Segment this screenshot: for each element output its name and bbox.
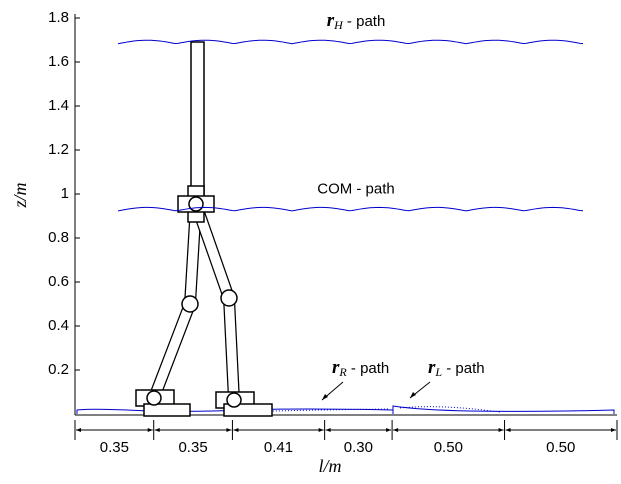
step-label: 0.50 (546, 439, 575, 456)
right-foot-path (76, 408, 394, 414)
knee-joint (220, 289, 238, 307)
y-tick-label: 0.2 (48, 361, 69, 378)
y-tick-label: 1.2 (48, 141, 69, 158)
label-text: - path (343, 13, 386, 30)
math-subscript: R (338, 365, 347, 379)
path-label: rH - path (327, 11, 386, 32)
arrowhead (410, 392, 416, 398)
left-foot-path (392, 405, 615, 414)
step-label: 0.50 (434, 439, 463, 456)
math-subscript: L (434, 365, 442, 379)
torso (190, 41, 205, 201)
foot-trajectory (399, 406, 501, 413)
math-symbol: r (332, 357, 340, 378)
axes (74, 14, 617, 416)
path-label: rR - path (332, 357, 389, 378)
step-label: 0.30 (344, 439, 373, 456)
arrowhead (233, 428, 239, 432)
body-path (117, 206, 584, 212)
knee-joint (181, 295, 199, 313)
label-text: - path (347, 360, 390, 377)
arrowhead (154, 428, 160, 432)
arrowhead (325, 428, 331, 432)
path-label: COM - path (317, 180, 395, 197)
math-subscript: H (333, 18, 344, 32)
step-label: 0.41 (264, 439, 293, 456)
arrowhead (226, 428, 232, 432)
ankle-joint (226, 392, 242, 408)
math-symbol: r (327, 11, 335, 32)
step-label: 0.35 (100, 439, 129, 456)
ankle-joint (146, 390, 162, 406)
math-symbol: r (428, 357, 436, 378)
y-label: z/m (10, 182, 30, 208)
arrowhead (498, 428, 504, 432)
y-tick-label: 1.6 (48, 53, 69, 70)
hip-joint (188, 196, 204, 212)
foot-paths (76, 381, 615, 414)
arrowhead (318, 428, 324, 432)
label-text: - path (442, 360, 485, 377)
body-path (117, 39, 584, 45)
foot (143, 403, 191, 417)
arrowhead (393, 428, 399, 432)
arrowhead (147, 428, 153, 432)
y-tick-label: 1.4 (48, 97, 69, 114)
y-tick-label: 0.4 (48, 317, 69, 334)
label-text: COM - path (317, 180, 395, 197)
step-label: 0.35 (178, 439, 207, 456)
arrowhead (505, 428, 511, 432)
y-tick-label: 1 (61, 185, 69, 202)
robot (135, 41, 273, 417)
arrowhead (322, 394, 328, 400)
y-tick-label: 0.6 (48, 273, 69, 290)
arrowhead (76, 428, 81, 432)
arrowhead (611, 428, 616, 432)
y-tick-label: 0.8 (48, 229, 69, 246)
y-tick-label: 1.8 (48, 9, 69, 26)
arrowhead (386, 428, 392, 432)
path-label: rL - path (428, 357, 485, 378)
x-label: l/m (318, 456, 341, 476)
